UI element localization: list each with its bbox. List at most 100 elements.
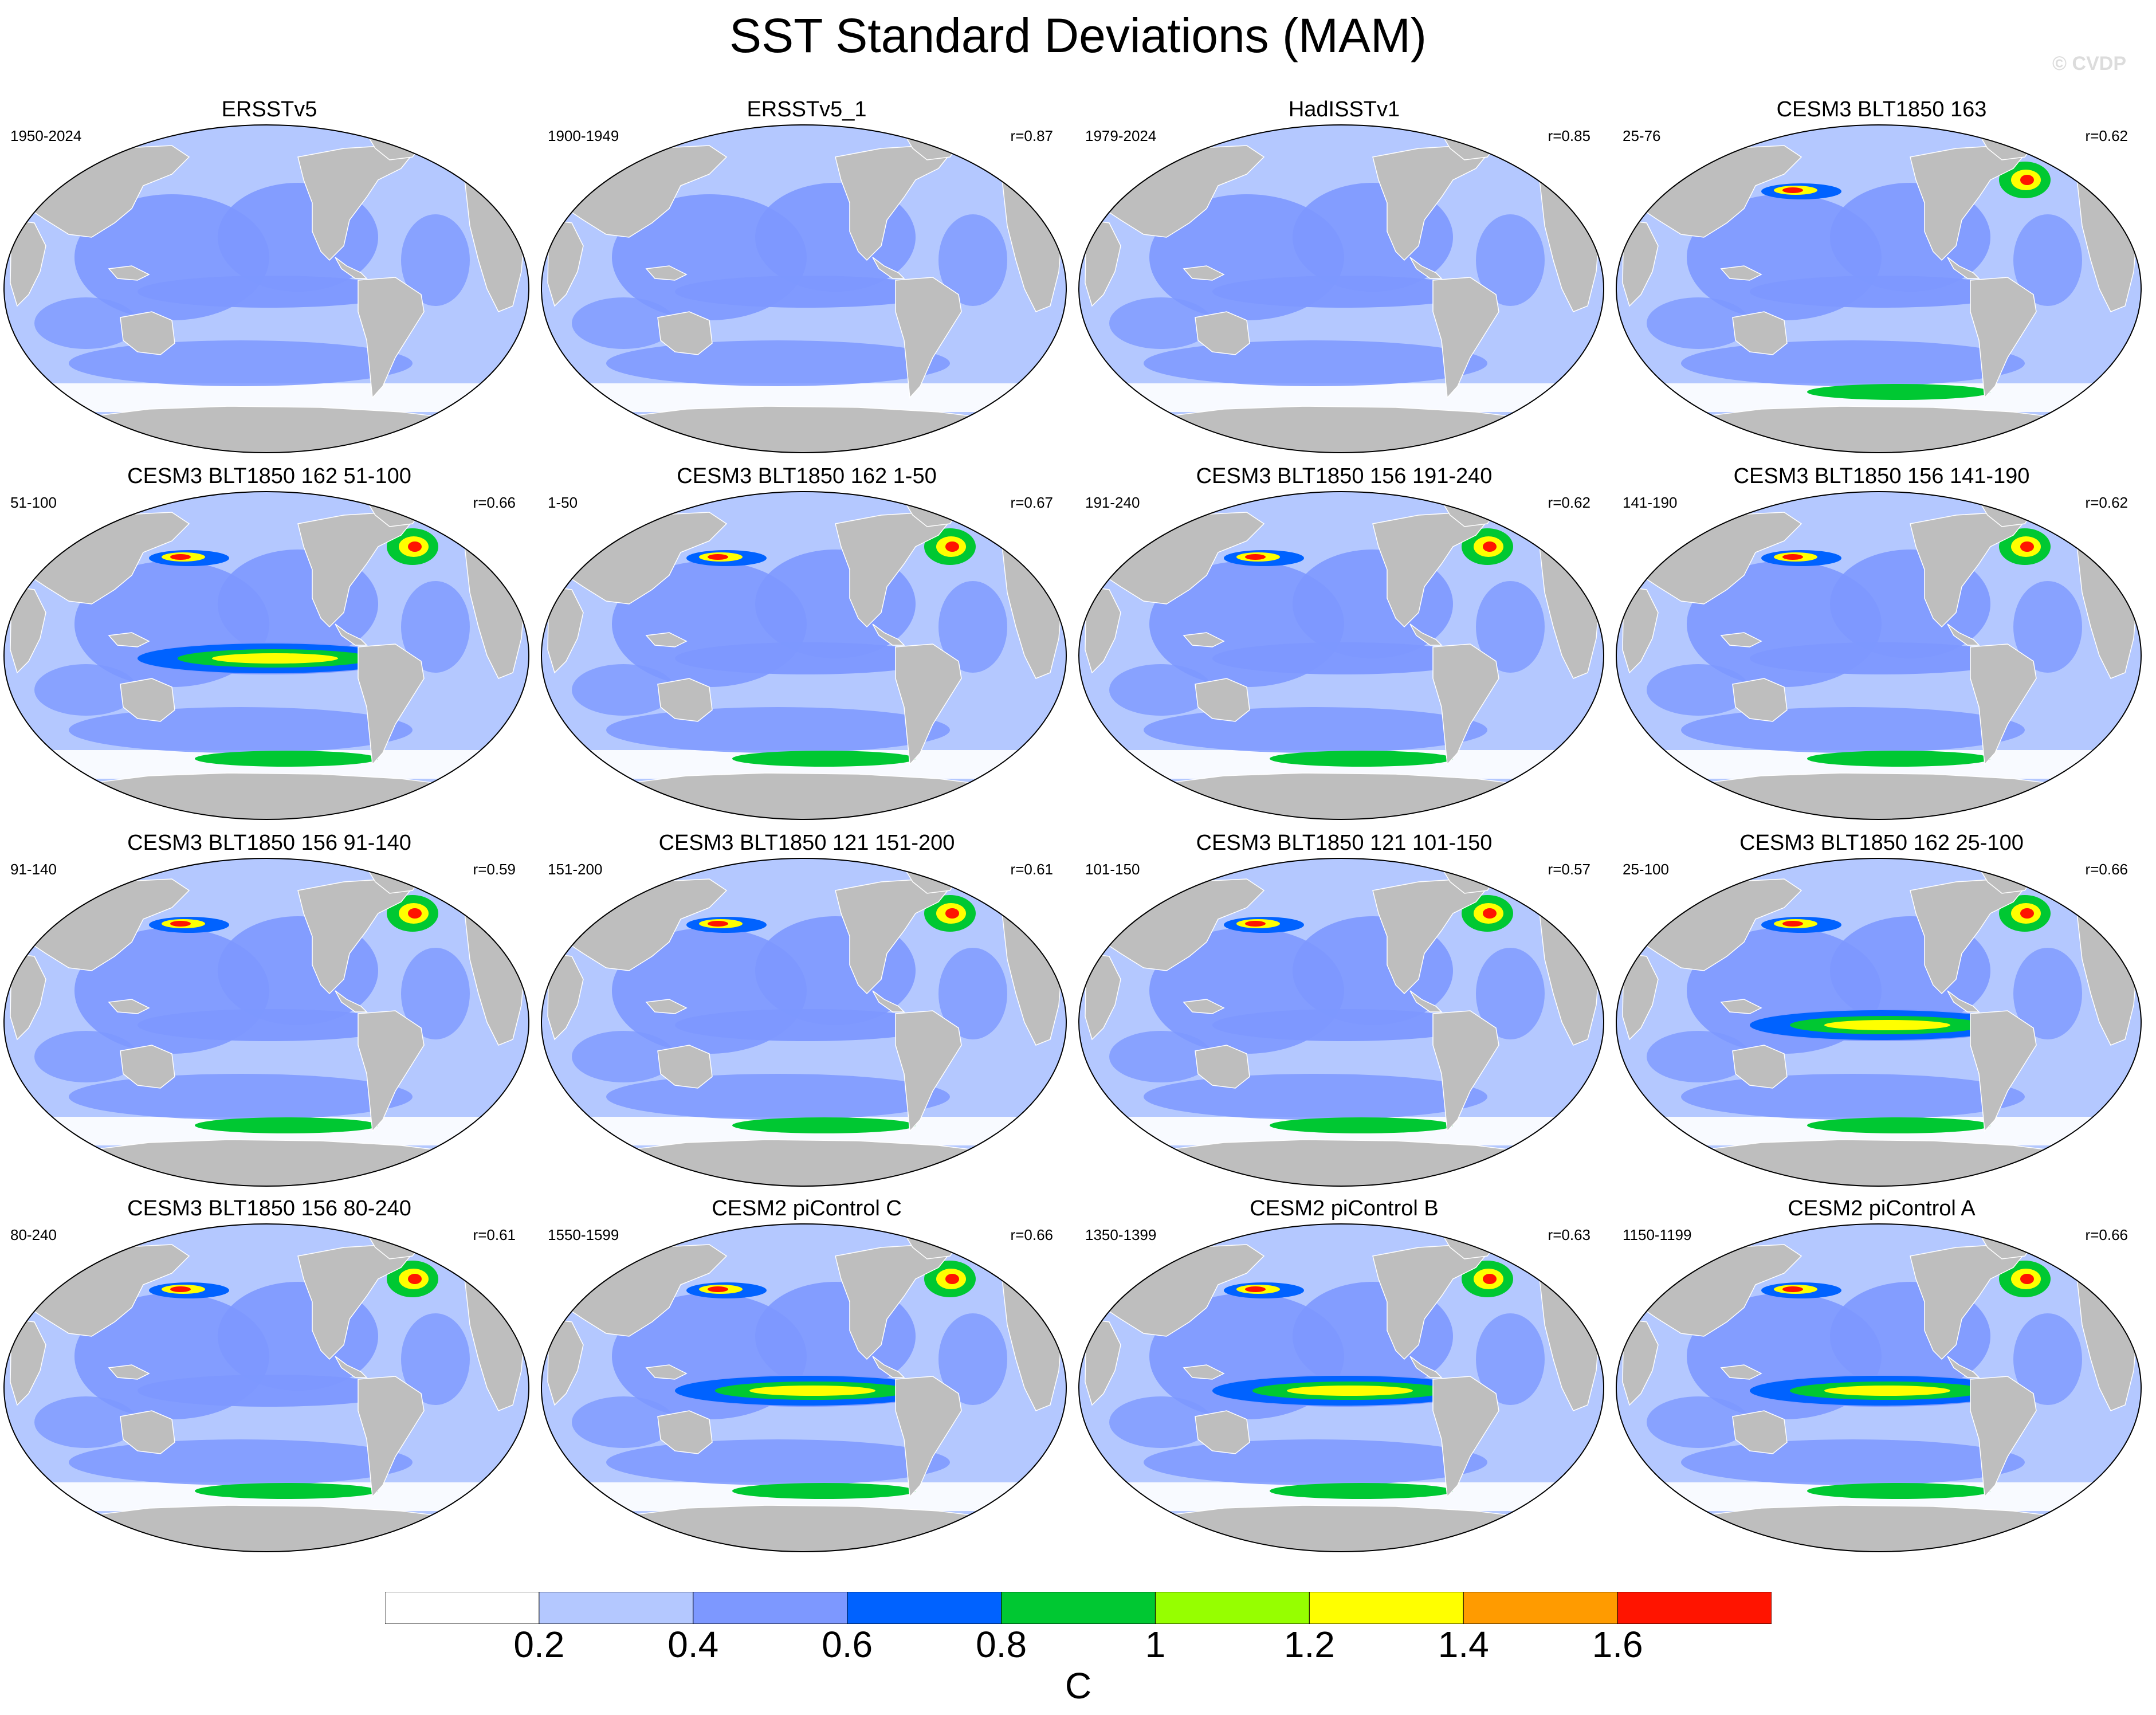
land-mass — [1195, 1410, 1250, 1454]
sst-contour — [732, 751, 916, 767]
land-mass — [358, 1010, 425, 1132]
land-mass — [872, 990, 905, 1012]
map-outline — [1616, 124, 2142, 453]
panel-title: CESM3 BLT1850 162 25-100 — [1739, 831, 2024, 855]
land-mass — [1183, 632, 1225, 647]
colorbar-swatch — [1001, 1592, 1156, 1624]
sst-contour — [1287, 1386, 1413, 1396]
colorbar-swatch — [539, 1592, 694, 1624]
land-mass — [1947, 990, 1980, 1012]
sst-contour — [1750, 642, 2013, 674]
land-mass — [1720, 1364, 1762, 1380]
sst-contour — [572, 664, 675, 716]
sst-contour — [1681, 707, 2025, 753]
land-mass — [1970, 1376, 2037, 1498]
panel-correlation: r=0.66 — [1010, 1226, 1053, 1243]
panel-period: 1979-2024 — [1085, 127, 1157, 144]
map-outline — [541, 124, 1067, 453]
panel-correlation: r=0.61 — [1010, 861, 1053, 878]
panel-period: 1950-2024 — [10, 127, 82, 144]
sst-map — [541, 491, 1067, 820]
sst-contour — [945, 1274, 959, 1284]
colorbar-tick-label: 0.4 — [667, 1624, 719, 1665]
colorbar-tick-label: 0.2 — [513, 1624, 565, 1665]
sst-map — [1078, 858, 1604, 1187]
sst-contour — [34, 664, 138, 716]
land-mass — [617, 772, 1008, 819]
land-mass — [1970, 643, 2037, 766]
land-mass — [895, 643, 962, 766]
sst-contour — [606, 707, 950, 753]
sst-map — [3, 1223, 529, 1552]
land-mass — [547, 219, 584, 307]
sst-map — [1616, 124, 2142, 453]
colorbar-tick-label: 1.4 — [1438, 1624, 1489, 1665]
sst-contour — [1782, 1286, 1803, 1292]
sst-contour — [1270, 751, 1453, 767]
colorbar-swatch — [1309, 1592, 1464, 1624]
sst-contour — [1270, 1483, 1453, 1499]
land-mass — [1195, 678, 1250, 722]
land-mass — [1409, 990, 1443, 1012]
sst-contour — [708, 921, 728, 927]
map-outline — [3, 858, 529, 1187]
sst-map — [1616, 491, 2142, 820]
land-mass — [108, 1364, 150, 1380]
sst-contour — [1807, 1483, 1990, 1499]
panel-correlation: r=0.59 — [473, 861, 516, 878]
panel-title: CESM3 BLT1850 163 — [1776, 97, 1987, 121]
land-mass — [1720, 632, 1762, 647]
land-mass — [1409, 623, 1443, 646]
colorbar — [385, 1592, 1772, 1624]
colorbar-swatch — [1617, 1592, 1772, 1624]
sst-contour — [945, 908, 959, 919]
land-mass — [1154, 406, 1546, 453]
land-mass — [895, 277, 962, 399]
panel-correlation: r=0.66 — [2085, 1226, 2128, 1243]
panel-correlation: r=0.63 — [1548, 1226, 1591, 1243]
land-mass — [657, 311, 713, 355]
land-mass — [1947, 1356, 1980, 1378]
sst-contour — [1144, 707, 1487, 753]
land-mass — [1432, 1376, 1499, 1498]
sst-contour — [1212, 1009, 1476, 1041]
map-outline — [1616, 858, 2142, 1187]
sst-contour — [1109, 1396, 1212, 1448]
sst-contour — [675, 642, 938, 674]
sst-contour — [1144, 1074, 1487, 1120]
map-panel: CESM3 BLT1850 162 1-50 1-50 r=0.67 — [537, 464, 1076, 826]
sst-contour — [401, 581, 470, 673]
land-mass — [10, 953, 46, 1041]
land-mass — [1432, 1010, 1499, 1132]
land-mass — [1622, 219, 1659, 307]
panel-title: CESM3 BLT1850 156 91-140 — [127, 831, 411, 855]
sst-contour — [2013, 581, 2082, 673]
land-mass — [1409, 257, 1443, 279]
sst-contour — [606, 1439, 950, 1485]
map-outline — [1078, 1223, 1604, 1552]
colorbar-units: C — [1065, 1665, 1092, 1706]
land-mass — [657, 1045, 713, 1089]
panel-period: 25-76 — [1623, 127, 1661, 144]
colorbar-swatch — [385, 1592, 540, 1624]
panel-correlation: r=0.85 — [1548, 127, 1591, 144]
land-mass — [872, 623, 905, 646]
sst-contour — [675, 1009, 938, 1041]
map-panel: CESM3 BLT1850 156 191-240 191-240 r=0.62 — [1075, 464, 1613, 826]
sst-contour — [2020, 541, 2034, 552]
panel-title: CESM3 BLT1850 121 151-200 — [658, 831, 955, 855]
land-mass — [645, 632, 688, 647]
sst-contour — [69, 707, 413, 753]
map-outline — [1078, 124, 1604, 453]
land-mass — [10, 586, 46, 674]
sst-contour — [2013, 214, 2082, 306]
map-panel: CESM3 BLT1850 162 51-100 51-100 r=0.66 — [0, 464, 539, 826]
cvdp-watermark: © CVDP — [2052, 53, 2126, 74]
land-mass — [547, 953, 584, 1041]
sst-contour — [1245, 921, 1266, 927]
sst-contour — [1824, 1386, 1950, 1396]
panel-title: CESM3 BLT1850 156 80-240 — [127, 1196, 411, 1220]
sst-contour — [1647, 664, 1750, 716]
map-panel: HadISSTv1 1979-2024 r=0.85 — [1075, 97, 1613, 460]
